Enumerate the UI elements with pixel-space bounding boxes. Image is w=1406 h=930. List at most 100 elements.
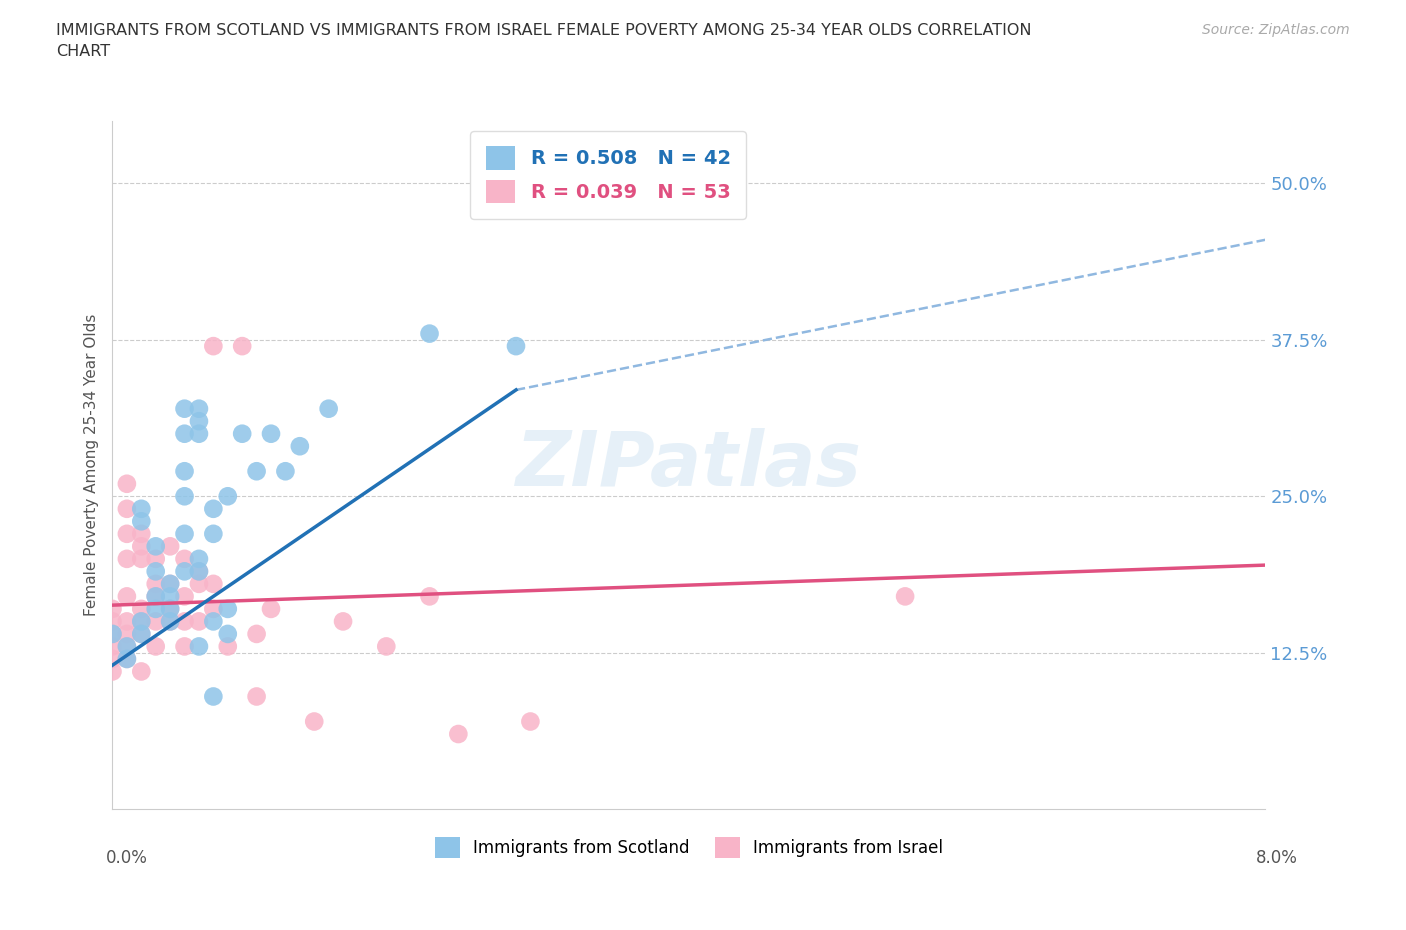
Point bbox=[159, 614, 181, 629]
Point bbox=[145, 589, 167, 604]
Point bbox=[231, 339, 253, 353]
Point bbox=[159, 589, 181, 604]
Point bbox=[129, 627, 153, 642]
Point bbox=[129, 538, 153, 553]
Point bbox=[173, 551, 195, 566]
Point bbox=[115, 652, 138, 667]
Point bbox=[115, 501, 138, 516]
Text: ZIPatlas: ZIPatlas bbox=[516, 428, 862, 502]
Point bbox=[246, 464, 269, 479]
Text: 8.0%: 8.0% bbox=[1256, 849, 1298, 867]
Point bbox=[505, 339, 527, 353]
Point bbox=[173, 464, 195, 479]
Point bbox=[246, 627, 269, 642]
Point bbox=[188, 577, 211, 591]
Point bbox=[217, 627, 239, 642]
Point bbox=[188, 551, 211, 566]
Point bbox=[202, 602, 225, 617]
Point bbox=[129, 614, 153, 629]
Point bbox=[332, 614, 354, 629]
Point bbox=[217, 639, 239, 654]
Point bbox=[159, 614, 181, 629]
Point bbox=[129, 501, 153, 516]
Text: Source: ZipAtlas.com: Source: ZipAtlas.com bbox=[1202, 23, 1350, 37]
Point bbox=[159, 577, 181, 591]
Point bbox=[129, 614, 153, 629]
Point bbox=[202, 614, 225, 629]
Point bbox=[202, 526, 225, 541]
Point bbox=[115, 589, 138, 604]
Point bbox=[173, 526, 195, 541]
Point bbox=[304, 714, 326, 729]
Point bbox=[101, 627, 124, 642]
Point bbox=[188, 614, 211, 629]
Text: IMMIGRANTS FROM SCOTLAND VS IMMIGRANTS FROM ISRAEL FEMALE POVERTY AMONG 25-34 YE: IMMIGRANTS FROM SCOTLAND VS IMMIGRANTS F… bbox=[56, 23, 1032, 60]
Point bbox=[188, 564, 211, 578]
Text: 0.0%: 0.0% bbox=[105, 849, 148, 867]
Point bbox=[101, 664, 124, 679]
Point bbox=[202, 577, 225, 591]
Point bbox=[173, 401, 195, 416]
Point bbox=[129, 514, 153, 529]
Point bbox=[145, 538, 167, 553]
Point bbox=[115, 627, 138, 642]
Point bbox=[173, 564, 195, 578]
Point bbox=[115, 639, 138, 654]
Point bbox=[217, 489, 239, 504]
Point bbox=[188, 426, 211, 441]
Point bbox=[288, 439, 311, 454]
Point bbox=[202, 339, 225, 353]
Point bbox=[188, 414, 211, 429]
Point bbox=[246, 689, 269, 704]
Point bbox=[173, 489, 195, 504]
Point bbox=[101, 614, 124, 629]
Point bbox=[375, 639, 398, 654]
Point bbox=[115, 526, 138, 541]
Point bbox=[447, 726, 470, 741]
Point bbox=[145, 614, 167, 629]
Point bbox=[115, 652, 138, 667]
Y-axis label: Female Poverty Among 25-34 Year Olds: Female Poverty Among 25-34 Year Olds bbox=[83, 313, 98, 617]
Point bbox=[894, 589, 917, 604]
Point bbox=[115, 639, 138, 654]
Point bbox=[202, 501, 225, 516]
Point bbox=[173, 426, 195, 441]
Point bbox=[101, 602, 124, 617]
Point bbox=[159, 577, 181, 591]
Point bbox=[173, 639, 195, 654]
Point bbox=[145, 564, 167, 578]
Point bbox=[159, 538, 181, 553]
Point bbox=[173, 589, 195, 604]
Point bbox=[419, 589, 441, 604]
Point bbox=[419, 326, 441, 341]
Point bbox=[274, 464, 297, 479]
Point bbox=[260, 426, 283, 441]
Point bbox=[519, 714, 541, 729]
Point bbox=[129, 664, 153, 679]
Point bbox=[101, 627, 124, 642]
Point bbox=[145, 589, 167, 604]
Point bbox=[101, 639, 124, 654]
Point bbox=[159, 602, 181, 617]
Point bbox=[145, 602, 167, 617]
Point bbox=[129, 526, 153, 541]
Point bbox=[260, 602, 283, 617]
Point bbox=[188, 401, 211, 416]
Point bbox=[101, 652, 124, 667]
Point bbox=[231, 426, 253, 441]
Point bbox=[202, 689, 225, 704]
Point bbox=[115, 476, 138, 491]
Point bbox=[188, 564, 211, 578]
Point bbox=[173, 614, 195, 629]
Point bbox=[129, 602, 153, 617]
Point bbox=[115, 614, 138, 629]
Point bbox=[129, 551, 153, 566]
Point bbox=[115, 551, 138, 566]
Point bbox=[217, 602, 239, 617]
Point bbox=[159, 602, 181, 617]
Point bbox=[145, 639, 167, 654]
Point bbox=[318, 401, 340, 416]
Point bbox=[188, 639, 211, 654]
Point bbox=[145, 577, 167, 591]
Legend: Immigrants from Scotland, Immigrants from Israel: Immigrants from Scotland, Immigrants fro… bbox=[426, 830, 952, 866]
